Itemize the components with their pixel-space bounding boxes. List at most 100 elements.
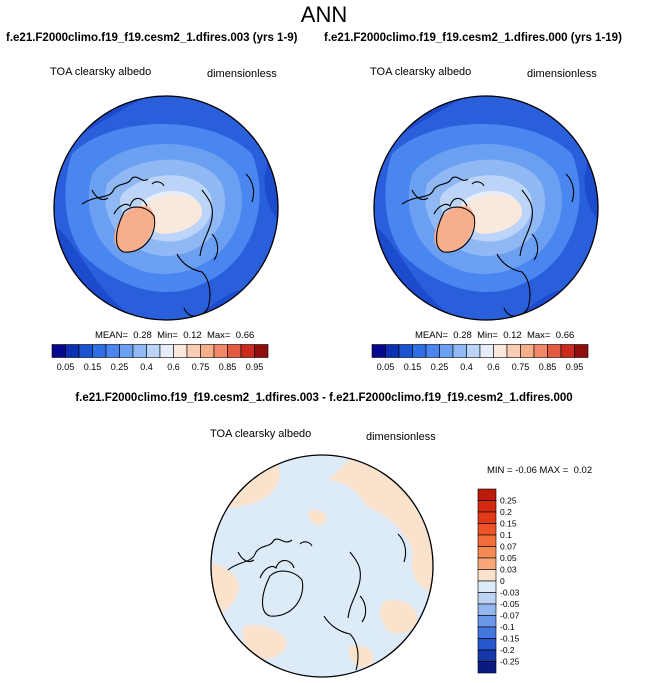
- colorbar-tick-label: 0.1: [500, 530, 512, 540]
- colorbar-swatch: [385, 344, 400, 358]
- colorbar-swatch: [466, 344, 481, 358]
- colorbar-swatch: [477, 523, 497, 536]
- colorbar-swatch: [477, 626, 497, 639]
- colorbar-tick-label: 0.25: [431, 362, 449, 372]
- colorbar-tick-label: 0.4: [460, 362, 473, 372]
- colorbar-tick-label: -0.15: [500, 634, 520, 644]
- colorbar-swatch: [398, 344, 413, 358]
- colorbar-swatch: [371, 344, 386, 358]
- diff-coastlines: [227, 533, 407, 671]
- right-panel-subtitle: f.e21.F2000climo.f19_f19.cesm2_1.dfires.…: [324, 32, 622, 44]
- colorbar-swatch: [520, 344, 535, 358]
- left-polar-map: [53, 95, 279, 321]
- colorbar-tick-label: 0.85: [539, 362, 557, 372]
- colorbar-swatch: [477, 511, 497, 524]
- colorbar-swatch: [159, 344, 174, 358]
- colorbar-tick-label: -0.03: [500, 588, 520, 598]
- colorbar-swatch: [493, 344, 508, 358]
- right-stats: MEAN= 0.28 Min= 0.12 Max= 0.66: [415, 330, 575, 341]
- colorbar-tick-label: 0.05: [500, 553, 517, 563]
- colorbar-tick-label: 0.25: [111, 362, 129, 372]
- colorbar-swatch: [132, 344, 147, 358]
- diff-stats: MIN = -0.06 MAX = 0.02: [487, 465, 593, 476]
- colorbar-swatch: [452, 344, 467, 358]
- left-coastlines: [81, 173, 255, 317]
- colorbar-tick-label: 0.85: [219, 362, 237, 372]
- colorbar-tick-label: -0.07: [500, 611, 520, 621]
- colorbar-tick-label: 0.6: [167, 362, 180, 372]
- colorbar-tick-label: 0.15: [404, 362, 422, 372]
- left-stats: MEAN= 0.28 Min= 0.12 Max= 0.66: [95, 330, 255, 341]
- colorbar-swatch: [105, 344, 120, 358]
- colorbar-swatch: [533, 344, 548, 358]
- colorbar-tick-label: 0.05: [57, 362, 75, 372]
- diff-map-field: [211, 455, 433, 677]
- left-map-field: [54, 96, 278, 320]
- colorbar-swatch: [227, 344, 242, 358]
- colorbar-swatch: [425, 344, 440, 358]
- colorbar-swatch: [477, 592, 497, 605]
- colorbar-swatch: [213, 344, 228, 358]
- right-field-label: TOA clearsky albedo: [370, 66, 472, 78]
- colorbar-swatch: [439, 344, 454, 358]
- right-map-field: [374, 96, 598, 320]
- colorbar-swatch: [65, 344, 80, 358]
- colorbar-swatch: [78, 344, 93, 358]
- colorbar-tick-label: 0.95: [566, 362, 584, 372]
- page-title: ANN: [300, 2, 348, 27]
- diff-map-border: [210, 454, 434, 678]
- left-field-label: TOA clearsky albedo: [50, 66, 152, 78]
- colorbar-tick-label: 0.15: [500, 519, 517, 529]
- colorbar-swatch: [477, 569, 497, 582]
- colorbar-tick-label: -0.25: [500, 657, 520, 667]
- colorbar-swatch: [477, 557, 497, 570]
- colorbar-tick-label: 0.75: [512, 362, 530, 372]
- colorbar-tick-label: 0.07: [500, 542, 517, 552]
- colorbar-swatch: [186, 344, 201, 358]
- diff-polar-map: [210, 454, 434, 678]
- colorbar-swatch: [200, 344, 215, 358]
- colorbar-tick-label: -0.2: [500, 645, 515, 655]
- colorbar-tick-label: -0.1: [500, 622, 515, 632]
- colorbar-swatch: [254, 344, 269, 358]
- diff-units-label: dimensionless: [366, 431, 436, 443]
- colorbar-swatch: [173, 344, 188, 358]
- colorbar-tick-label: 0.4: [140, 362, 153, 372]
- right-map-border: [373, 95, 599, 321]
- colorbar-swatch: [119, 344, 134, 358]
- colorbar-swatch: [477, 534, 497, 547]
- colorbar-tick-label: 0.95: [246, 362, 264, 372]
- colorbar-swatch: [412, 344, 427, 358]
- colorbar-swatch: [560, 344, 575, 358]
- colorbar-swatch: [477, 580, 497, 593]
- colorbar-tick-label: 0.05: [377, 362, 395, 372]
- colorbar-swatch: [479, 344, 494, 358]
- colorbar-tick-label: -0.05: [500, 599, 520, 609]
- colorbar-tick-label: 0.25: [500, 496, 517, 506]
- colorbar-tick-label: 0.15: [84, 362, 102, 372]
- colorbar-swatch: [477, 638, 497, 651]
- left-colorbar: 0.05 0.15 0.25 0.4 0.6 0.75 0.85 0.95: [51, 344, 269, 372]
- colorbar-swatch: [51, 344, 66, 358]
- colorbar-swatch: [574, 344, 589, 358]
- colorbar-swatch: [547, 344, 562, 358]
- right-polar-map: [373, 95, 599, 321]
- colorbar-swatch: [477, 546, 497, 559]
- colorbar-tick-label: 0.75: [192, 362, 210, 372]
- colorbar-swatch: [477, 615, 497, 628]
- colorbar-swatch: [477, 603, 497, 616]
- colorbar-tick-label: 0.03: [500, 565, 517, 575]
- colorbar-swatch: [477, 488, 497, 501]
- right-units-label: dimensionless: [527, 68, 597, 80]
- left-units-label: dimensionless: [207, 68, 277, 80]
- colorbar-tick-label: 0.2: [500, 507, 512, 517]
- colorbar-swatch: [477, 661, 497, 674]
- right-colorbar: 0.05 0.15 0.25 0.4 0.6 0.75 0.85 0.95: [371, 344, 589, 372]
- colorbar-swatch: [146, 344, 161, 358]
- colorbar-swatch: [477, 500, 497, 513]
- diff-field-label: TOA clearsky albedo: [210, 428, 312, 440]
- colorbar-swatch: [477, 649, 497, 662]
- colorbar-swatch: [240, 344, 255, 358]
- colorbar-tick-label: 0: [500, 576, 505, 586]
- colorbar-swatch: [92, 344, 107, 358]
